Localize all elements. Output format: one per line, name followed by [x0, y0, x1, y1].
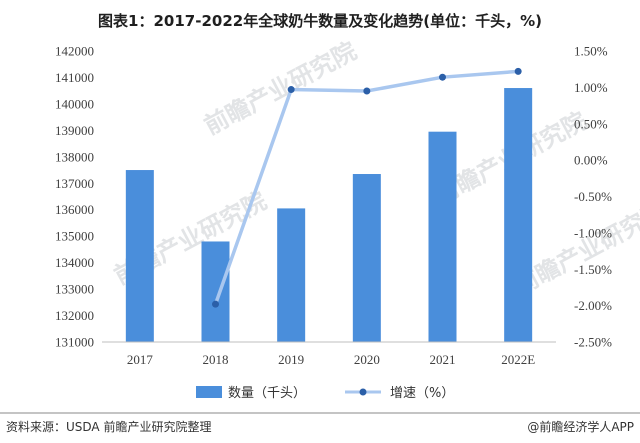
source-text: 资料来源：USDA 前瞻产业研究院整理	[6, 419, 211, 434]
legend-bar-label: 数量（千头）	[228, 386, 306, 401]
right-axis-tick-label: -1.00%	[574, 225, 612, 240]
x-axis-tick-label: 2021	[430, 352, 456, 367]
left-axis-tick-label: 139000	[55, 123, 94, 138]
legend-bar-swatch	[196, 386, 222, 398]
bar	[428, 131, 457, 342]
chart-title: 图表1：2017-2022年全球奶牛数量及变化趋势(单位：千头，%)	[98, 12, 542, 30]
bar	[504, 88, 533, 342]
legend-line-label: 增速（%）	[390, 386, 454, 401]
line-point	[363, 87, 371, 95]
line-point	[439, 73, 446, 81]
right-axis-tick-label: 0.50%	[574, 116, 608, 131]
right-axis-tick-label: 1.50%	[574, 44, 608, 59]
left-axis-ticks: 131000 132000 133000 134000 135000 136000 1370…	[55, 44, 94, 350]
x-axis-tick-label: 2019	[278, 352, 304, 367]
bar	[201, 241, 230, 342]
x-axis-ticks: 2017 2018 2019 2020 2021 2022E	[127, 352, 535, 367]
x-axis-tick-label: 2020	[354, 352, 380, 367]
bar	[277, 208, 306, 342]
left-axis-tick-label: 134000	[55, 255, 94, 270]
bar-series	[125, 88, 533, 342]
bar	[352, 174, 381, 342]
legend-line-marker	[359, 388, 367, 396]
left-axis-tick-label: 140000	[55, 96, 94, 111]
left-axis-tick-label: 141000	[55, 70, 94, 85]
x-axis-tick-label: 2018	[203, 352, 229, 367]
x-axis-tick-label: 2022E	[501, 352, 535, 367]
line-point	[212, 300, 219, 308]
left-axis-tick-label: 131000	[55, 335, 94, 350]
left-axis-tick-label: 142000	[55, 44, 94, 59]
left-axis-tick-label: 136000	[55, 202, 94, 217]
right-axis-tick-label: 0.00%	[574, 153, 608, 168]
right-axis-tick-label: 1.00%	[574, 80, 608, 95]
left-axis-tick-label: 137000	[55, 176, 94, 191]
left-axis-tick-label: 138000	[55, 149, 94, 164]
line-point	[287, 86, 295, 94]
right-axis-tick-label: -1.50%	[574, 262, 612, 277]
legend: 数量（千头） 增速（%）	[196, 386, 454, 401]
left-axis-tick-label: 135000	[55, 229, 94, 244]
right-axis-tick-label: -2.50%	[574, 335, 612, 350]
x-axis-tick-label: 2017	[127, 352, 154, 367]
bar	[125, 170, 154, 342]
left-axis-tick-label: 132000	[55, 308, 94, 323]
line-point	[514, 67, 522, 75]
brand-text: @前瞻经济学人APP	[527, 419, 634, 434]
left-axis-tick-label: 133000	[55, 282, 94, 297]
line-series	[212, 67, 522, 308]
right-axis-ticks: -2.50% -2.00% -1.50% -1.00% -0.50% 0.00% 0.50%…	[574, 44, 612, 350]
right-axis-tick-label: -2.00%	[574, 298, 612, 313]
right-axis-tick-label: -0.50%	[574, 189, 612, 204]
